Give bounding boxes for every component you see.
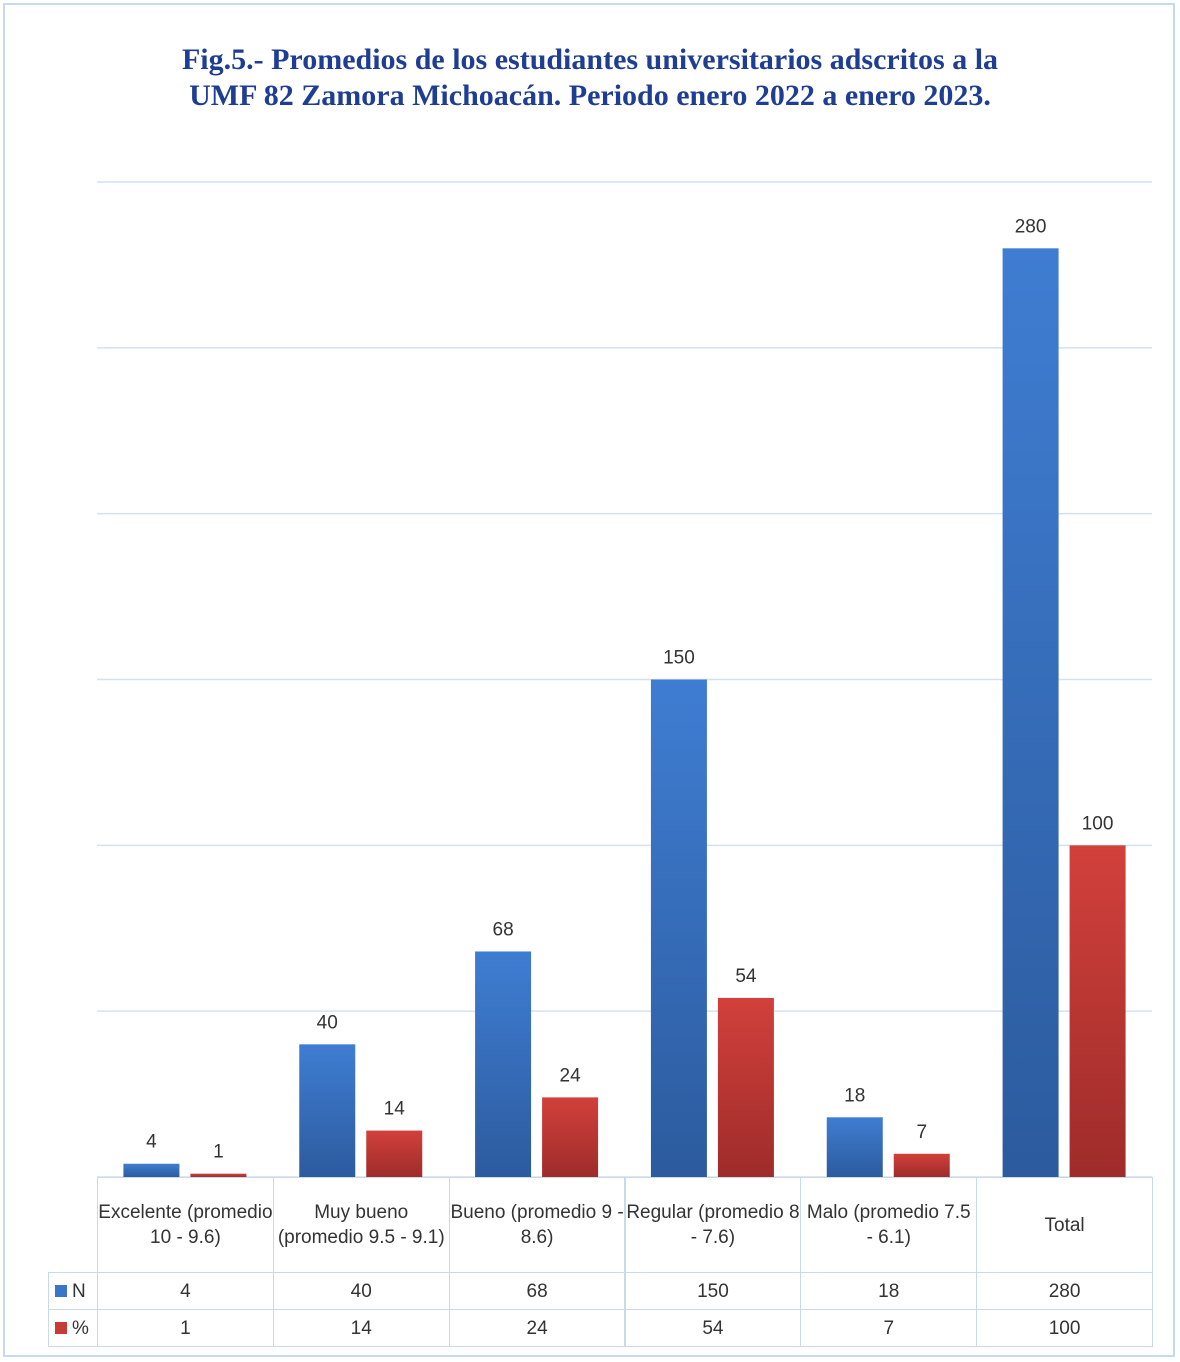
data-label-pct-4: 7 [916,1122,927,1143]
category-label-text: Malo (promedio 7.5 - 6.1) [806,1202,971,1248]
bars [123,248,1126,1178]
bar-pct-2 [542,1097,599,1177]
table-cell-pct-5: 100 [976,1309,1153,1347]
legend-key-pct [55,1322,67,1334]
data-labels: 4 1 40 14 68 24 150 54 18 7 280 100 [146,216,1113,1162]
table-cell-pct-0: 1 [97,1309,274,1347]
data-label-n-5: 280 [1015,216,1047,237]
legend-key-n [55,1285,67,1297]
table-cell-n-4: 18 [800,1272,978,1310]
table-cell-n-5: 280 [976,1272,1153,1310]
legend-entry-pct: % [48,1309,98,1347]
data-table: Excelente (promedio 10 - 9.6) Muy bueno (… [48,1177,1153,1347]
category-label-text: Excelente (promedio 10 - 9.6) [98,1202,273,1248]
table-cell-n-3: 150 [624,1272,802,1310]
chart-title-line-1: Fig.5.- Promedios de los estudiantes uni… [181,43,999,76]
table-cell-pct-3: 54 [624,1309,802,1347]
legend-label: N [72,1280,86,1302]
category-label-2: Bueno (promedio 9 - 8.6) [448,1177,626,1273]
bar-pct-4 [893,1153,950,1177]
bar-n-2 [475,951,532,1177]
data-label-n-0: 4 [146,1132,157,1153]
bar-pct-1 [366,1130,423,1177]
table-cell-n-1: 40 [272,1272,450,1310]
category-label-text: Bueno (promedio 9 - 8.6) [450,1202,624,1248]
data-label-n-3: 150 [663,648,695,669]
category-label-text: Regular (promedio 8 - 7.6) [626,1202,800,1248]
bar-pct-3 [717,997,774,1177]
data-label-pct-0: 1 [213,1142,224,1163]
bar-n-4 [826,1117,883,1177]
data-label-n-1: 40 [317,1012,338,1033]
category-label-text: Total [1044,1214,1085,1236]
table-cell-pct-1: 14 [272,1309,450,1347]
chart-title-line-2: UMF 82 Zamora Michoacán. Periodo enero 2… [189,79,991,112]
legend-entry-n: N [48,1272,98,1310]
bar-n-1 [299,1044,356,1177]
data-label-pct-1: 14 [384,1099,406,1120]
table-cell-n-0: 4 [97,1272,274,1310]
bar-n-0 [123,1163,180,1177]
gridlines [97,181,1152,1178]
bar-n-5 [1002,248,1059,1178]
table-cell-n-2: 68 [448,1272,626,1310]
data-label-n-4: 18 [844,1085,865,1106]
category-label-4: Malo (promedio 7.5 - 6.1) [800,1177,978,1273]
category-label-0: Excelente (promedio 10 - 9.6) [97,1177,274,1273]
data-label-n-2: 68 [493,919,514,940]
bar-pct-5 [1069,845,1126,1177]
category-label-5: Total [976,1177,1153,1273]
data-label-pct-2: 24 [560,1065,582,1086]
bar-pct-0 [190,1173,247,1177]
table-cell-pct-4: 7 [800,1309,978,1347]
data-label-pct-5: 100 [1082,813,1114,834]
category-label-1: Muy bueno (promedio 9.5 - 9.1) [272,1177,450,1273]
legend-label: % [72,1317,89,1339]
chart-title: Fig.5.- Promedios de los estudiantes uni… [60,42,1120,114]
category-label-3: Regular (promedio 8 - 7.6) [624,1177,802,1273]
bar-n-3 [650,679,707,1177]
chart-frame [3,3,1175,1357]
category-label-text: Muy bueno (promedio 9.5 - 9.1) [277,1202,445,1248]
data-label-pct-3: 54 [735,966,757,987]
table-cell-pct-2: 24 [448,1309,626,1347]
